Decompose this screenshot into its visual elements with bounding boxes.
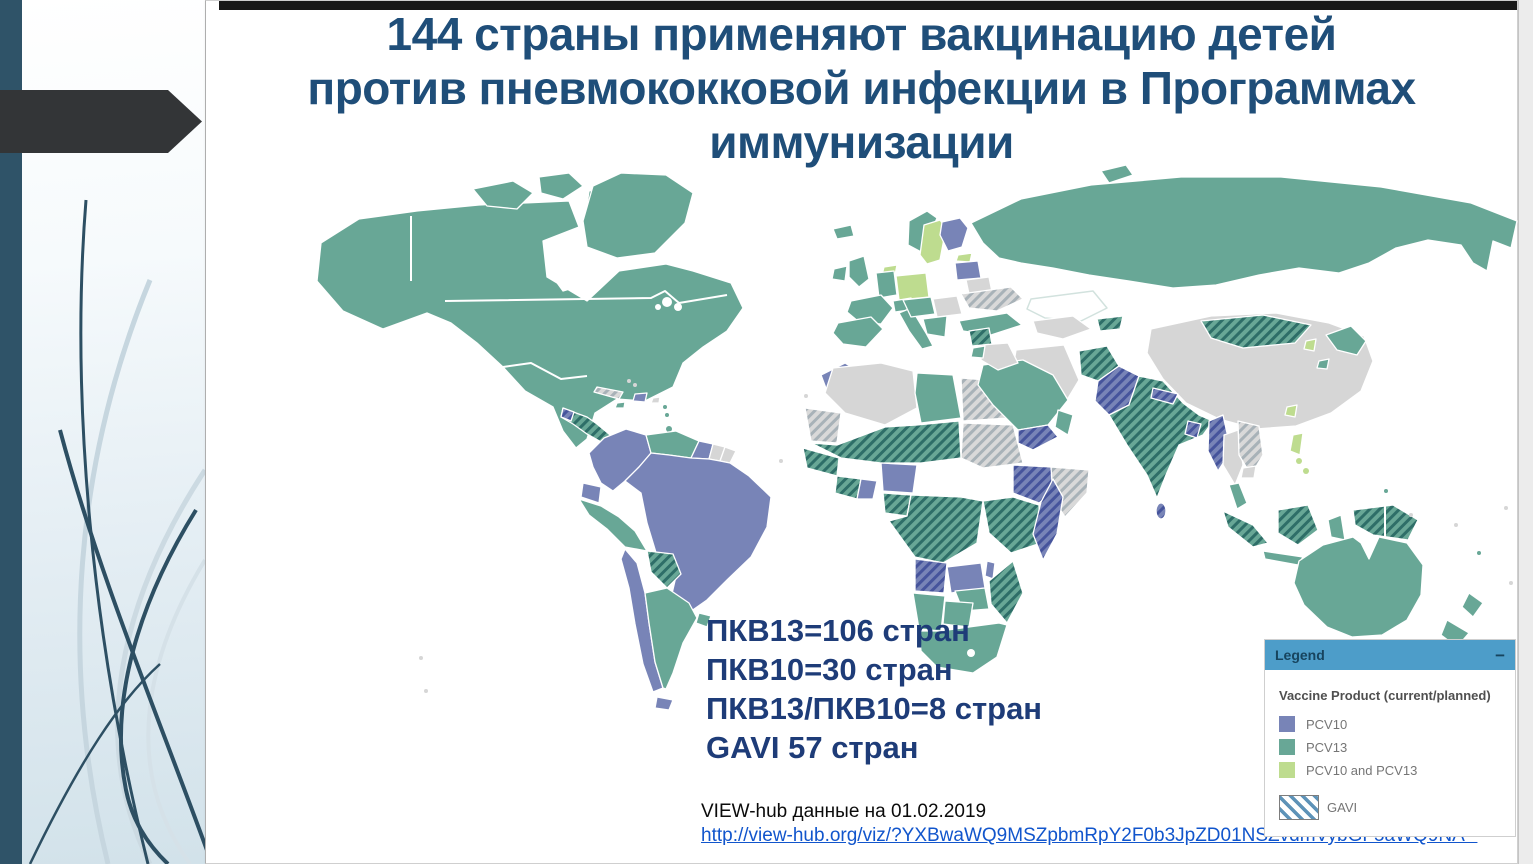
legend-item-pcv10: PCV10	[1279, 716, 1501, 732]
legend-item-gavi: GAVI	[1279, 795, 1501, 820]
stat-gavi: GAVI 57 стран	[706, 730, 919, 765]
title-line-2: против пневмококковой инфекции в Програм…	[307, 62, 1416, 114]
source-text: VIEW-hub данные на 01.02.2019	[701, 801, 987, 822]
pcv10-swatch	[1279, 716, 1295, 732]
stat-pcv13-pcv10: ПКВ13/ПКВ10=8 стран	[706, 691, 1043, 726]
title-line-3: иммунизации	[709, 116, 1014, 168]
slide-title: 144 страны применяют вакцинацию детей пр…	[206, 7, 1517, 169]
pcv10-and-pcv13-swatch	[1279, 762, 1295, 778]
pcv13-swatch	[1279, 739, 1295, 755]
legend-item-pcv13: PCV13	[1279, 739, 1501, 755]
legend-section-title: Vaccine Product (current/planned)	[1279, 688, 1491, 703]
stat-pcv13: ПКВ13=106 стран	[706, 613, 970, 648]
arrow-right-icon	[0, 90, 202, 153]
title-line-1: 144 страны применяют вакцинацию детей	[386, 8, 1337, 60]
legend-box: Legend − Vaccine Product (current/planne…	[1264, 639, 1516, 837]
right-edge-strip	[1518, 0, 1533, 864]
legend-body: Vaccine Product (current/planned) PCV10 …	[1265, 670, 1515, 820]
slide-panel: 144 страны применяют вакцинацию детей пр…	[205, 0, 1518, 864]
decorative-curves	[0, 0, 205, 864]
collapse-minus-icon[interactable]: −	[1495, 645, 1505, 665]
legend-item-label: PCV10 and PCV13	[1306, 762, 1418, 778]
gavi-hatch-swatch	[1279, 795, 1319, 820]
legend-item-label: PCV10	[1306, 716, 1348, 732]
slide-top-bar	[219, 1, 1517, 10]
stat-pcv10: ПКВ10=30 стран	[706, 652, 953, 687]
legend-header: Legend −	[1265, 640, 1515, 670]
legend-item-label: PCV13	[1306, 739, 1348, 755]
world-map	[221, 161, 1519, 864]
left-accent-bar	[0, 0, 22, 864]
legend-item-pcv10-and-pcv13: PCV10 and PCV13	[1279, 762, 1501, 778]
vaccination-stats: ПКВ13=106 стран ПКВ10=30 стран ПКВ13/ПКВ…	[706, 611, 1042, 767]
legend-item-label: GAVI	[1327, 800, 1358, 815]
left-decoration-panel	[0, 0, 205, 864]
legend-title: Legend	[1275, 647, 1325, 663]
